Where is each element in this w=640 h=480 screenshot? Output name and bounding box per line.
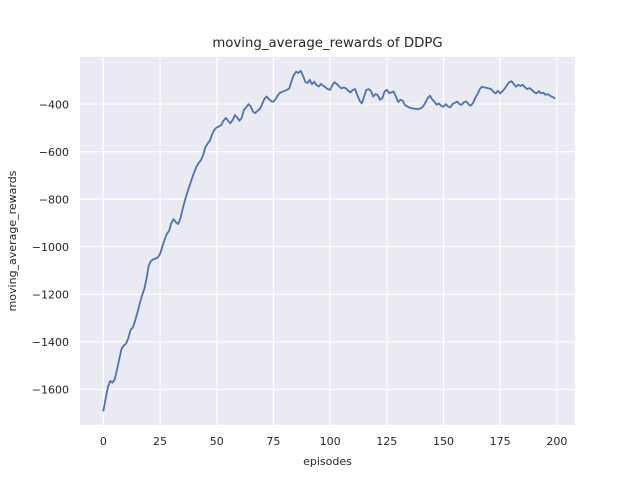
y-tick-label: −1600 xyxy=(32,384,69,397)
x-axis-label: episodes xyxy=(303,455,352,468)
x-tick-label: 150 xyxy=(433,435,454,448)
y-tick-label: −1200 xyxy=(32,288,69,301)
x-tick-label: 50 xyxy=(210,435,224,448)
chart-title: moving_average_rewards of DDPG xyxy=(212,36,442,51)
x-tick-label: 25 xyxy=(153,435,167,448)
y-tick-label: −400 xyxy=(39,98,69,111)
x-tick-labels: 0 25 50 75 100 125 150 175 200 xyxy=(100,435,568,448)
reward-line xyxy=(102,69,556,412)
x-tick-label: 0 xyxy=(100,435,107,448)
y-tick-label: −1000 xyxy=(32,241,69,254)
y-axis-label: moving_average_rewards xyxy=(6,170,19,311)
y-tick-label: −800 xyxy=(39,193,69,206)
y-tick-labels: −400 −600 −800 −1000 −1200 −1400 −1600 xyxy=(32,98,69,396)
y-tick-label: −600 xyxy=(39,146,69,159)
x-tick-label: 200 xyxy=(546,435,567,448)
plot-area xyxy=(80,57,575,425)
y-tick-label: −1400 xyxy=(32,336,69,349)
x-tick-label: 75 xyxy=(266,435,280,448)
x-tick-label: 100 xyxy=(320,435,341,448)
x-tick-label: 175 xyxy=(490,435,511,448)
x-tick-label: 125 xyxy=(376,435,397,448)
gridlines xyxy=(80,57,575,425)
